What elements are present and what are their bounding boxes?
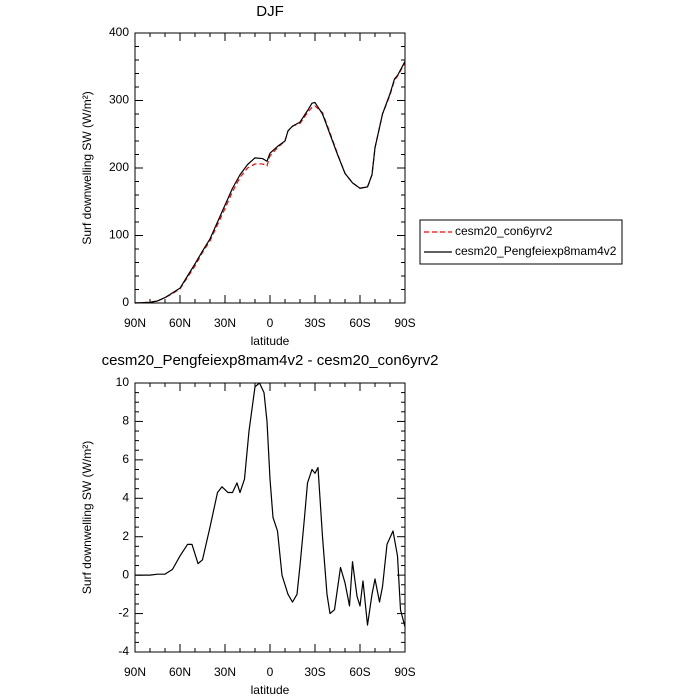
plot-frame: [134, 382, 406, 653]
y-tick-label: 2: [122, 529, 129, 543]
y-tick-label: 4: [122, 490, 129, 504]
x-tick-label: 60S: [349, 665, 370, 679]
plot-frame: [134, 32, 406, 304]
chart-title: DJF: [256, 3, 284, 20]
x-tick-label: 60S: [349, 316, 370, 330]
x-tick-label: 60N: [169, 316, 191, 330]
y-tick-label: 10: [116, 375, 130, 389]
legend-box: [419, 219, 623, 265]
y-tick-label: -2: [118, 606, 129, 620]
x-tick-label: 90S: [394, 665, 415, 679]
x-tick-label: 90S: [394, 316, 415, 330]
y-axis-label: Surf downwelling SW (W/m²): [80, 441, 94, 594]
data-line: [135, 382, 406, 628]
y-tick-label: 6: [122, 452, 129, 466]
x-axis-label: latitude: [251, 683, 290, 697]
legend-label: cesm20_con6yrv2: [455, 224, 553, 238]
x-tick-label: 90N: [124, 316, 146, 330]
y-tick-label: 200: [109, 160, 129, 174]
x-tick-label: 30N: [214, 316, 236, 330]
y-axis-label: Surf downwelling SW (W/m²): [80, 91, 94, 244]
x-tick-label: 30N: [214, 665, 236, 679]
data-line: [134, 62, 406, 304]
x-tick-label: 30S: [304, 316, 325, 330]
y-tick-label: 0: [122, 567, 129, 581]
y-tick-label: 400: [109, 25, 129, 39]
y-tick-label: 100: [109, 228, 129, 242]
y-tick-label: 0: [122, 295, 129, 309]
x-tick-label: 90N: [124, 665, 146, 679]
x-axis-label: latitude: [251, 334, 290, 348]
legend-label: cesm20_Pengfeiexp8mam4v2: [455, 244, 617, 258]
data-line: [134, 61, 406, 304]
y-tick-label: 8: [122, 414, 129, 428]
x-tick-label: 60N: [169, 665, 191, 679]
x-tick-label: 0: [267, 316, 274, 330]
y-tick-label: 300: [109, 93, 129, 107]
y-tick-label: -4: [118, 644, 129, 658]
x-tick-label: 0: [267, 665, 274, 679]
chart-title: cesm20_Pengfeiexp8mam4v2 - cesm20_con6yr…: [102, 352, 439, 369]
x-tick-label: 30S: [304, 665, 325, 679]
